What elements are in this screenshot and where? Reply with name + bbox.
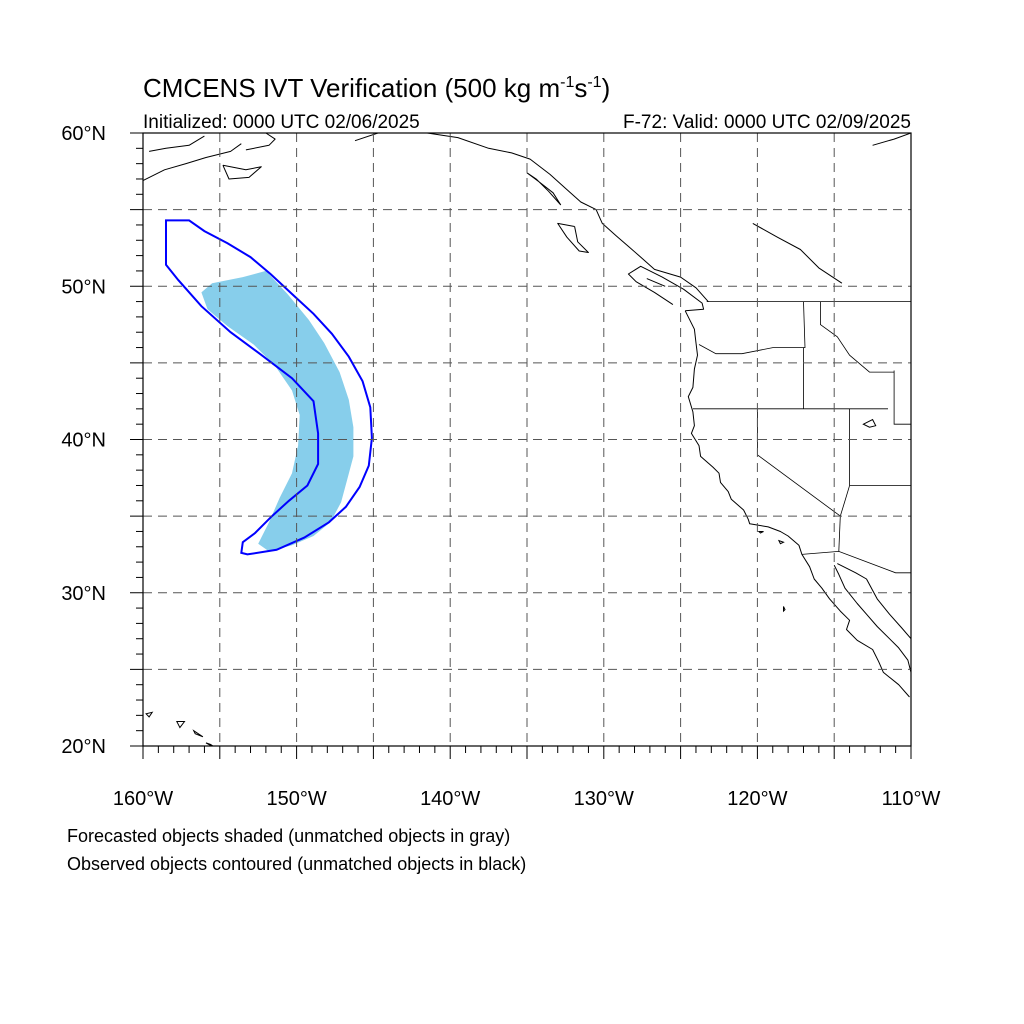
political-border (838, 516, 841, 552)
political-border (801, 550, 911, 574)
island-outline (783, 606, 786, 613)
coastline (427, 133, 597, 211)
coastline (149, 135, 205, 152)
y-tick-label: 50°N (61, 276, 106, 298)
caption-observed: Observed objects contoured (unmatched ob… (67, 854, 527, 874)
coastline (627, 265, 705, 312)
coastline (143, 143, 242, 181)
y-tick-label: 40°N (61, 430, 106, 452)
island-outline (175, 721, 186, 729)
x-tick-label: 130°W (574, 788, 634, 810)
observed-object-contour (165, 219, 373, 556)
coastline (684, 310, 910, 698)
island-outline (757, 531, 764, 534)
island-outline (205, 742, 214, 746)
political-border (893, 370, 911, 425)
political-border (757, 408, 841, 517)
island-outline (862, 418, 877, 428)
coastline (646, 278, 666, 287)
island-outline (145, 711, 154, 718)
x-tick-label: 120°W (727, 788, 787, 810)
y-tick-label: 60°N (61, 123, 106, 145)
graticule (143, 133, 911, 746)
valid-time-label: F-72: Valid: 0000 UTC 02/09/2025 (623, 112, 911, 133)
y-tick-label: 20°N (61, 736, 106, 758)
caption-forecast: Forecasted objects shaded (unmatched obj… (67, 826, 511, 846)
political-border (698, 344, 804, 355)
chart-title: CMCENS IVT Verification (500 kg m-1s-1) (143, 73, 610, 103)
init-time-label: Initialized: 0000 UTC 02/06/2025 (143, 112, 420, 133)
x-tick-label: 140°W (420, 788, 480, 810)
x-tick-label: 160°W (113, 788, 173, 810)
political-border (820, 301, 895, 373)
coastline (245, 133, 276, 151)
coastline (557, 222, 589, 253)
island-outline (777, 539, 785, 545)
island-outline (192, 729, 204, 738)
axis-ticks (130, 132, 912, 759)
y-tick-label: 30°N (61, 583, 106, 605)
axis-tick-labels: 160°W 150°W 140°W 130°W 120°W 110°W 60°N 50°N 40… (61, 123, 940, 810)
coastline (752, 222, 843, 284)
coastline (222, 164, 262, 180)
coastline (354, 133, 379, 142)
forecast-object-shading (201, 270, 354, 552)
coastline (833, 564, 911, 673)
x-tick-label: 110°W (882, 788, 941, 810)
coastline (837, 563, 911, 640)
x-tick-label: 150°W (266, 788, 326, 810)
coastline (595, 209, 709, 302)
coastline (526, 172, 562, 206)
coastline (872, 133, 911, 146)
political-border (839, 408, 850, 517)
political-border (803, 301, 806, 409)
